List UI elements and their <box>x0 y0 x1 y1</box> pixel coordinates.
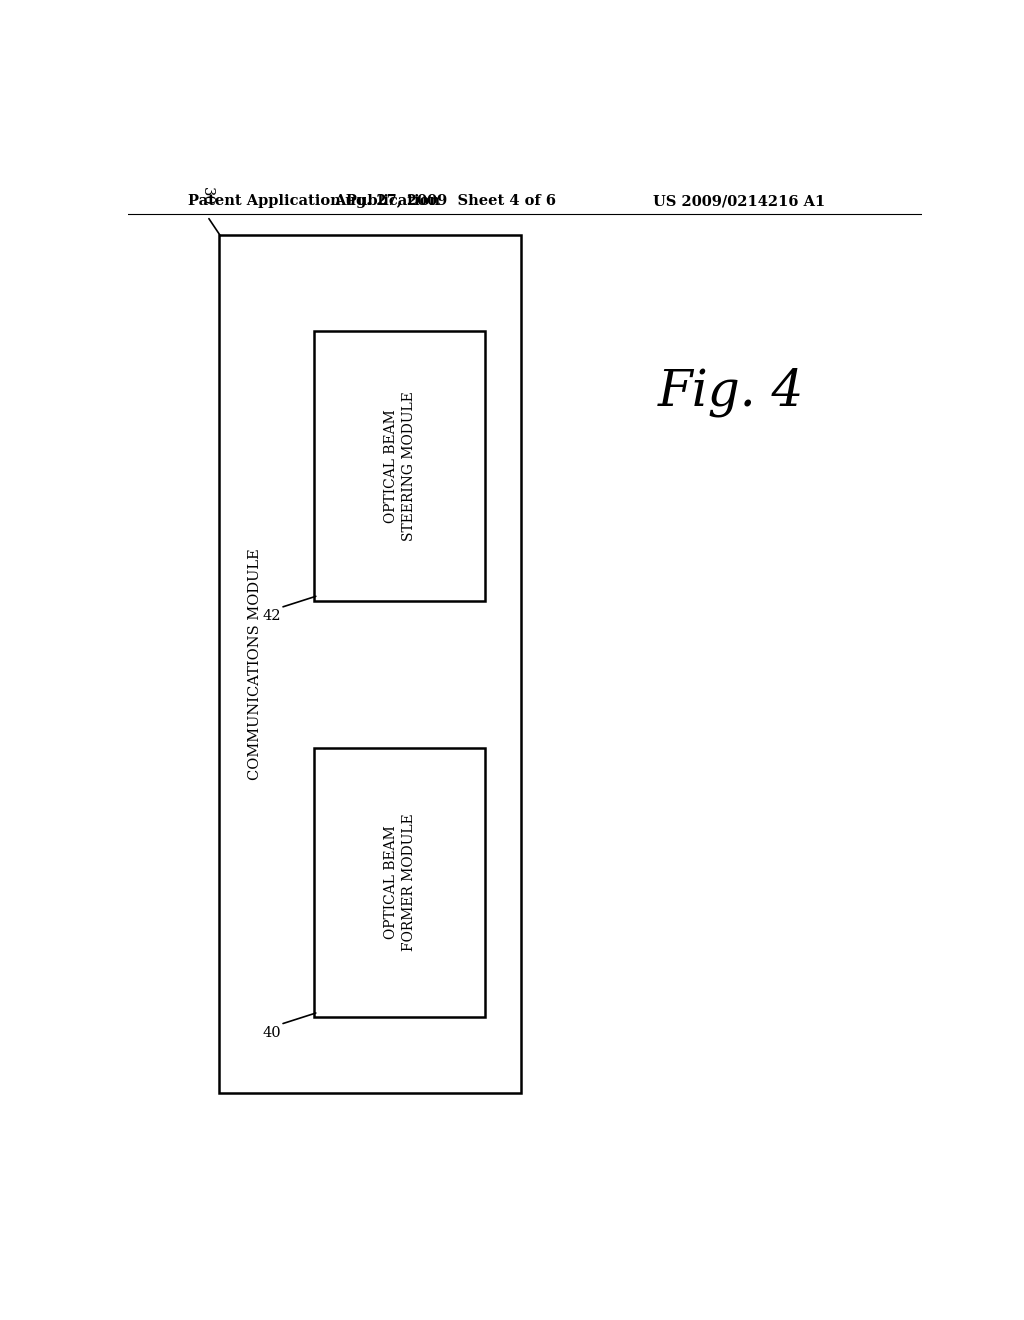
Text: 42: 42 <box>263 609 282 623</box>
Text: Fig. 4: Fig. 4 <box>658 367 804 417</box>
Text: OPTICAL BEAM
STEERING MODULE: OPTICAL BEAM STEERING MODULE <box>384 391 416 541</box>
Text: Aug. 27, 2009  Sheet 4 of 6: Aug. 27, 2009 Sheet 4 of 6 <box>335 194 556 209</box>
Bar <box>314 331 485 601</box>
Text: 30: 30 <box>200 187 213 206</box>
Text: US 2009/0214216 A1: US 2009/0214216 A1 <box>653 194 825 209</box>
Bar <box>314 748 485 1018</box>
Text: Patent Application Publication: Patent Application Publication <box>187 194 439 209</box>
Bar <box>219 235 521 1093</box>
Text: COMMUNICATIONS MODULE: COMMUNICATIONS MODULE <box>248 548 262 780</box>
Text: OPTICAL BEAM
FORMER MODULE: OPTICAL BEAM FORMER MODULE <box>384 813 416 952</box>
Text: 40: 40 <box>263 1026 282 1040</box>
